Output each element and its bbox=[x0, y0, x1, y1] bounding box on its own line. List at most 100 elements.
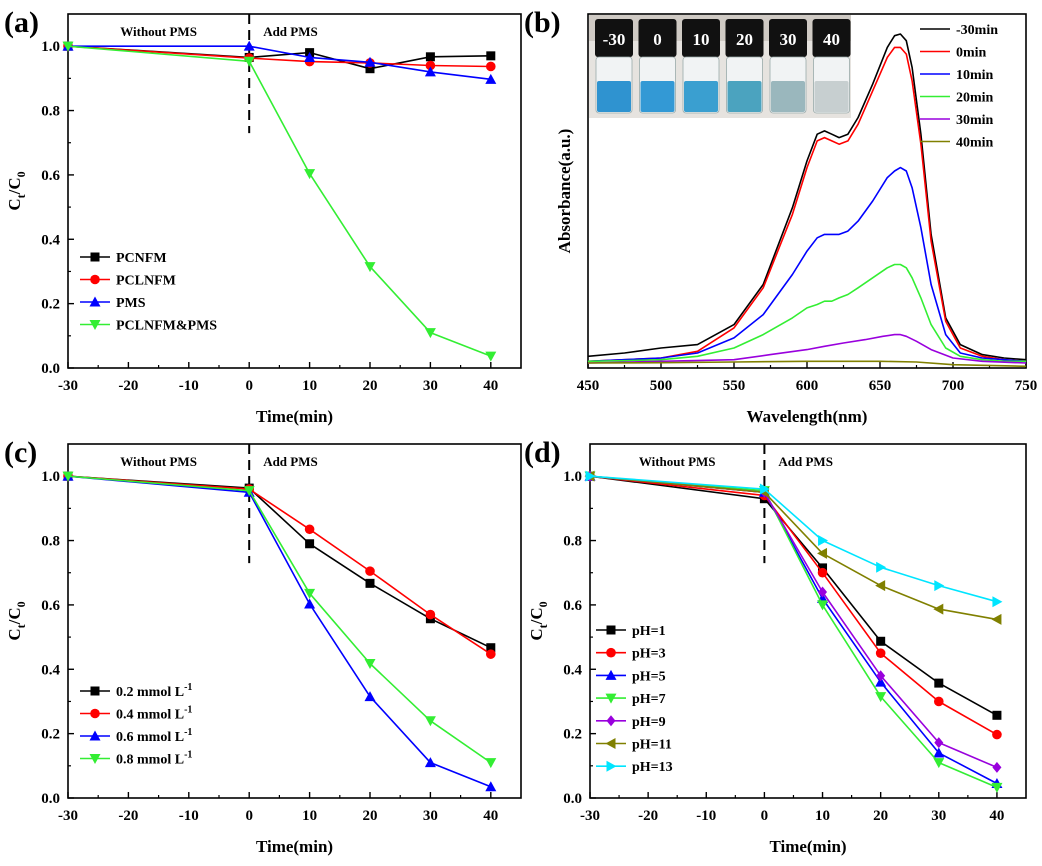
data-point bbox=[304, 169, 316, 180]
data-point bbox=[424, 328, 436, 339]
y-axis-title-part: 0 bbox=[14, 601, 28, 607]
x-tick-label: -10 bbox=[696, 808, 716, 824]
x-tick-label: 750 bbox=[1015, 378, 1038, 394]
data-point bbox=[424, 66, 436, 77]
panel-c: (c)-30 -20 -10 0 10 20 30 400.00.20.40.60.81.0T… bbox=[4, 436, 522, 856]
y-axis-title: Ct/C0 bbox=[5, 601, 28, 640]
data-point bbox=[304, 524, 315, 535]
annotation-without-pms: Without PMS bbox=[120, 24, 197, 39]
data-point bbox=[364, 658, 376, 669]
legend-marker bbox=[89, 730, 101, 741]
series-0-8-mmol-l bbox=[62, 471, 497, 769]
panel-label: (c) bbox=[4, 436, 37, 469]
series-line bbox=[67, 475, 492, 655]
data-point bbox=[424, 716, 436, 727]
vial-liquid bbox=[814, 81, 849, 112]
vial-cap bbox=[769, 19, 807, 57]
x-tick-label: 500 bbox=[650, 378, 673, 394]
data-point bbox=[243, 56, 255, 67]
legend-label: 0.6 mmol L-1 bbox=[116, 727, 192, 745]
annotation-without-pms: Without PMS bbox=[120, 454, 197, 469]
y-axis-title: Absorbance(a.u.) bbox=[555, 129, 574, 254]
y-tick-label: 1.0 bbox=[41, 39, 60, 55]
data-point bbox=[992, 761, 1002, 773]
panel-label: (d) bbox=[524, 436, 561, 469]
y-axis-title-part: t bbox=[14, 194, 28, 198]
y-axis-title-part: /C bbox=[5, 607, 24, 625]
data-point bbox=[364, 262, 376, 273]
legend-marker bbox=[606, 647, 616, 658]
data-point bbox=[365, 578, 375, 588]
y-tick-label: 0.4 bbox=[41, 662, 60, 678]
x-tick-label: 0 bbox=[245, 808, 253, 824]
vial-label: -30 bbox=[603, 30, 626, 49]
x-tick-label: 450 bbox=[577, 378, 600, 394]
y-axis-title-part: C bbox=[5, 198, 24, 210]
y-tick-label: 1.0 bbox=[563, 469, 582, 485]
x-tick-label: 10 bbox=[302, 808, 317, 824]
series-line bbox=[589, 475, 998, 621]
legend-label: PMS bbox=[116, 296, 146, 311]
series-0min bbox=[587, 46, 1027, 363]
x-tick-label: 0 bbox=[245, 378, 253, 394]
series-pclnfm-pms bbox=[62, 41, 497, 362]
data-point bbox=[424, 757, 436, 768]
x-tick-label: -30 bbox=[580, 808, 600, 824]
data-point bbox=[875, 676, 887, 687]
data-point bbox=[62, 471, 74, 482]
series-0-4-mmol-l bbox=[63, 471, 496, 659]
legend-label-superscript: -1 bbox=[184, 750, 192, 761]
vial-label: 30 bbox=[780, 30, 797, 49]
legend-label: 10min bbox=[956, 68, 994, 83]
legend-marker bbox=[605, 669, 617, 680]
series-30min bbox=[587, 333, 1027, 364]
series-0-2-mmol-l bbox=[63, 471, 496, 653]
legend-marker bbox=[605, 693, 617, 704]
vial-cap bbox=[725, 19, 764, 57]
y-axis-title-part: t bbox=[536, 624, 550, 628]
x-tick-label: 20 bbox=[363, 808, 378, 824]
x-tick-label: 550 bbox=[723, 378, 746, 394]
legend-label: PCNFM bbox=[116, 251, 167, 266]
data-point bbox=[933, 747, 945, 758]
data-point bbox=[991, 613, 1002, 625]
legend-marker bbox=[89, 320, 101, 330]
data-point bbox=[817, 600, 829, 611]
data-point bbox=[876, 670, 886, 682]
legend: 0.2 mmol L-1 0.4 mmol L-1 0.6 mmol L-1 0.8 … bbox=[80, 682, 192, 768]
x-axis-title: Wavelength(nm) bbox=[747, 407, 868, 426]
x-axis-title: Time(min) bbox=[256, 837, 333, 856]
data-point bbox=[486, 643, 496, 653]
legend-label: PCLNFM&PMS bbox=[116, 319, 217, 334]
data-point bbox=[485, 758, 497, 769]
series-line bbox=[589, 475, 998, 603]
data-point bbox=[992, 729, 1002, 740]
legend-label: pH=1 bbox=[632, 624, 666, 639]
series-ph-13 bbox=[585, 470, 1003, 608]
y-axis-title-part: 0 bbox=[14, 171, 28, 177]
x-tick-label: 40 bbox=[989, 808, 1004, 824]
legend-label: 0min bbox=[956, 46, 987, 61]
data-point bbox=[817, 547, 828, 559]
y-tick-label: 0.8 bbox=[41, 104, 60, 120]
legend-label-superscript: -1 bbox=[184, 682, 192, 693]
x-tick-label: -20 bbox=[118, 378, 138, 394]
legend-label: 0.4 mmol L-1 bbox=[116, 705, 192, 723]
legend-label: pH=11 bbox=[632, 738, 672, 753]
legend: PCNFM PCLNFM PMS PCLNFM&PMS bbox=[80, 251, 217, 334]
vial-label: 40 bbox=[823, 30, 840, 49]
data-point bbox=[304, 598, 316, 609]
y-tick-label: 0.8 bbox=[41, 534, 60, 550]
x-tick-label: 40 bbox=[483, 808, 498, 824]
y-axis-title-part: 0 bbox=[536, 601, 550, 607]
x-tick-label: 10 bbox=[815, 808, 830, 824]
y-tick-label: 0.0 bbox=[41, 361, 60, 377]
data-point bbox=[992, 596, 1003, 608]
legend-label-superscript: -1 bbox=[184, 727, 192, 738]
data-point bbox=[486, 61, 496, 72]
data-point bbox=[818, 535, 829, 547]
legend-label: 20min bbox=[956, 91, 994, 106]
legend-label: 0.8 mmol L-1 bbox=[116, 750, 192, 768]
legend-marker bbox=[90, 274, 100, 285]
legend-label: pH=7 bbox=[632, 692, 666, 707]
